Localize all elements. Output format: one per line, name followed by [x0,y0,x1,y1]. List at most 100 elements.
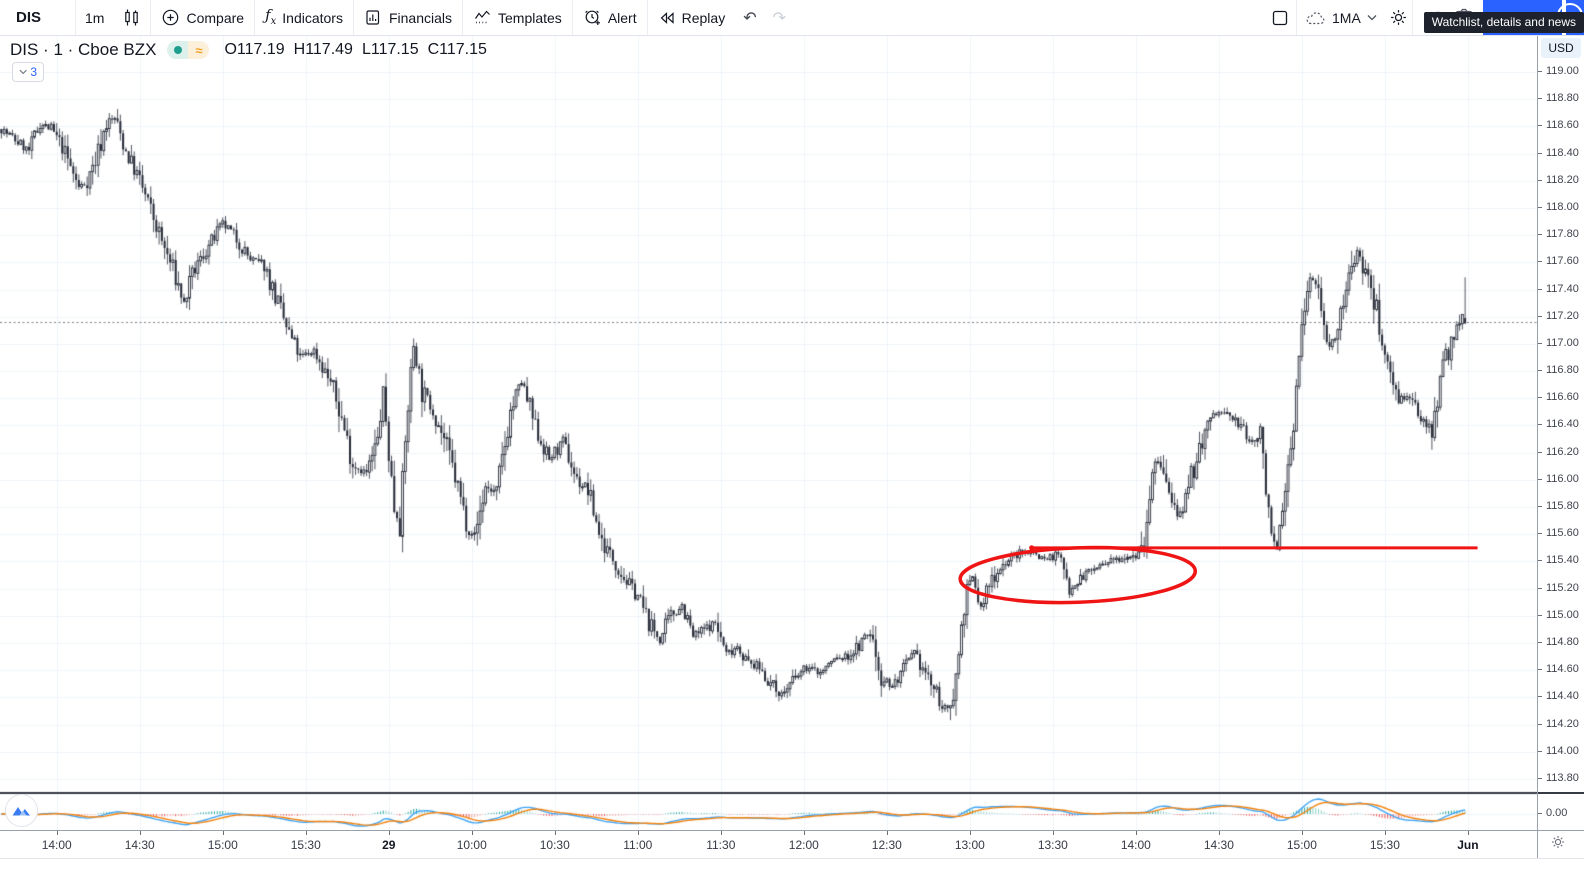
ohlc-values: O117.19 H117.49 L117.15 C117.15 [224,41,486,59]
price-tick-label: 115.00 [1538,608,1579,621]
toolbar-separator [1412,0,1413,35]
time-tick-mark [887,831,888,835]
time-tick-mark [638,831,639,835]
price-tick-label: 113.80 [1538,771,1579,784]
toolbar-separator [150,0,152,35]
price-axis[interactable]: USD 119.00 118.80 118.60 118.40 118.20 118.00… [1537,35,1584,858]
alert-button[interactable]: Alert [573,0,647,35]
interval-button[interactable]: 1m [76,0,113,35]
price-tick-label: 114.60 [1538,663,1579,676]
price-tick-label: 118.20 [1538,173,1579,186]
chart-style-button[interactable] [113,0,150,35]
price-tick-label: 115.40 [1538,554,1579,567]
price-tick-label: 117.40 [1538,282,1579,295]
time-tick-mark [1302,831,1303,835]
toolbar-separator [75,0,77,35]
time-tick-mark [389,831,390,835]
time-tick-mark [804,831,805,835]
time-tick-label: 13:30 [1037,838,1068,852]
chevron-down-icon [1367,15,1377,21]
time-tick-mark [1385,831,1386,835]
price-tick-label: 115.60 [1538,527,1579,540]
undo-button[interactable]: ↶ [735,0,764,35]
replay-button[interactable]: Replay [648,0,736,35]
price-tick-label: 116.00 [1538,472,1579,485]
delayed-data-icon[interactable]: ≈ [188,41,210,59]
price-tick-label: 118.00 [1538,200,1579,213]
price-tick-label: 114.80 [1538,636,1579,649]
layout-button[interactable] [1262,0,1298,35]
layout-square-icon [1272,10,1288,25]
gear-icon [1391,10,1406,25]
compare-button[interactable]: Compare [151,0,254,35]
candlestick-icon [125,9,139,26]
time-axis[interactable]: 14:00 14:30 15:00 15:30 29 10:00 10:30 11:00 11:… [0,830,1537,859]
price-tick-label: 114.00 [1538,744,1579,757]
time-tick-mark [140,831,141,835]
time-tick-label: 15:00 [207,838,238,852]
price-tick-label: 115.20 [1538,581,1579,594]
time-tick-label: 11:30 [706,838,736,852]
market-open-status-icon[interactable] [167,41,189,59]
indicator-zero-label: 0.00 [1537,807,1568,819]
indicators-button[interactable]: ƒx Indicators [255,0,353,35]
open-value: O117.19 [224,41,285,58]
toolbar-separator [254,0,256,35]
price-tick-label: 116.80 [1538,364,1579,377]
chart-settings-button[interactable] [1380,0,1417,35]
time-tick-mark [306,831,307,835]
price-tick-label: 116.20 [1538,445,1579,458]
compare-label: Compare [186,9,245,26]
price-tick-label: 114.40 [1538,690,1579,703]
price-tick-label: 119.00 [1538,65,1579,77]
legend-symbol-title[interactable]: DIS · 1 · Cboe BZX [10,40,157,59]
low-value: L117.15 [361,41,419,58]
templates-button[interactable]: Templates [463,0,572,35]
time-tick-label: 14:30 [1203,838,1234,852]
toolbar-separator [352,0,354,35]
time-tick-mark [1219,831,1220,835]
time-axis-settings-gear-icon[interactable] [1550,834,1566,855]
time-tick-label: 15:00 [1286,838,1317,852]
symbol-button[interactable]: DIS [0,0,75,35]
time-tick-label: 10:30 [539,838,570,852]
pane-separator[interactable] [1538,792,1584,794]
redo-button[interactable]: ↷ [765,0,794,35]
legend-collapse-button[interactable]: 3 [12,62,44,82]
toolbar-separator [1296,0,1297,35]
time-tick-label: 12:30 [871,838,902,852]
time-tick-label: 14:00 [1120,838,1151,852]
time-tick-mark [472,831,473,835]
price-tick-label: 116.60 [1538,391,1579,404]
tradingview-logo[interactable] [5,794,38,827]
toolbar-separator [462,0,463,35]
financials-button[interactable]: Financials [354,0,462,35]
close-value: C117.15 [427,41,487,58]
replay-label: Replay [681,9,726,26]
price-tick-label: 115.80 [1538,500,1579,513]
price-tick-label: 114.20 [1538,717,1579,730]
bottom-strip [0,858,1584,872]
save-layout-button[interactable]: 1MA [1300,0,1383,35]
price-tick-label: 118.60 [1538,119,1579,132]
chart-legend: DIS · 1 · Cboe BZX ≈ O117.19 H117.49 L11… [10,40,487,82]
time-tick-label: 14:30 [124,838,155,852]
time-tick-mark [970,831,971,835]
layout-name-label: 1MA [1332,9,1361,26]
price-tick-label: 116.40 [1538,418,1579,431]
price-tick-label: 117.00 [1538,336,1579,349]
fx-indicators-icon: ƒx [265,6,277,27]
top-toolbar: DIS 1m Compare ƒx Indicators [0,0,1584,36]
currency-label: USD [1541,38,1581,58]
price-tick-label: 117.60 [1538,255,1579,268]
time-tick-mark [223,831,224,835]
time-tick-label: Jun [1457,838,1479,852]
axis-border [1538,830,1584,831]
price-tick-label: 117.80 [1538,228,1579,241]
time-tick-label: 29 [382,838,396,852]
time-tick-mark [555,831,556,835]
indicators-label: Indicators [282,9,343,26]
time-tick-mark [721,831,722,835]
price-chart-canvas[interactable] [0,35,1537,830]
time-tick-mark [1468,831,1469,835]
